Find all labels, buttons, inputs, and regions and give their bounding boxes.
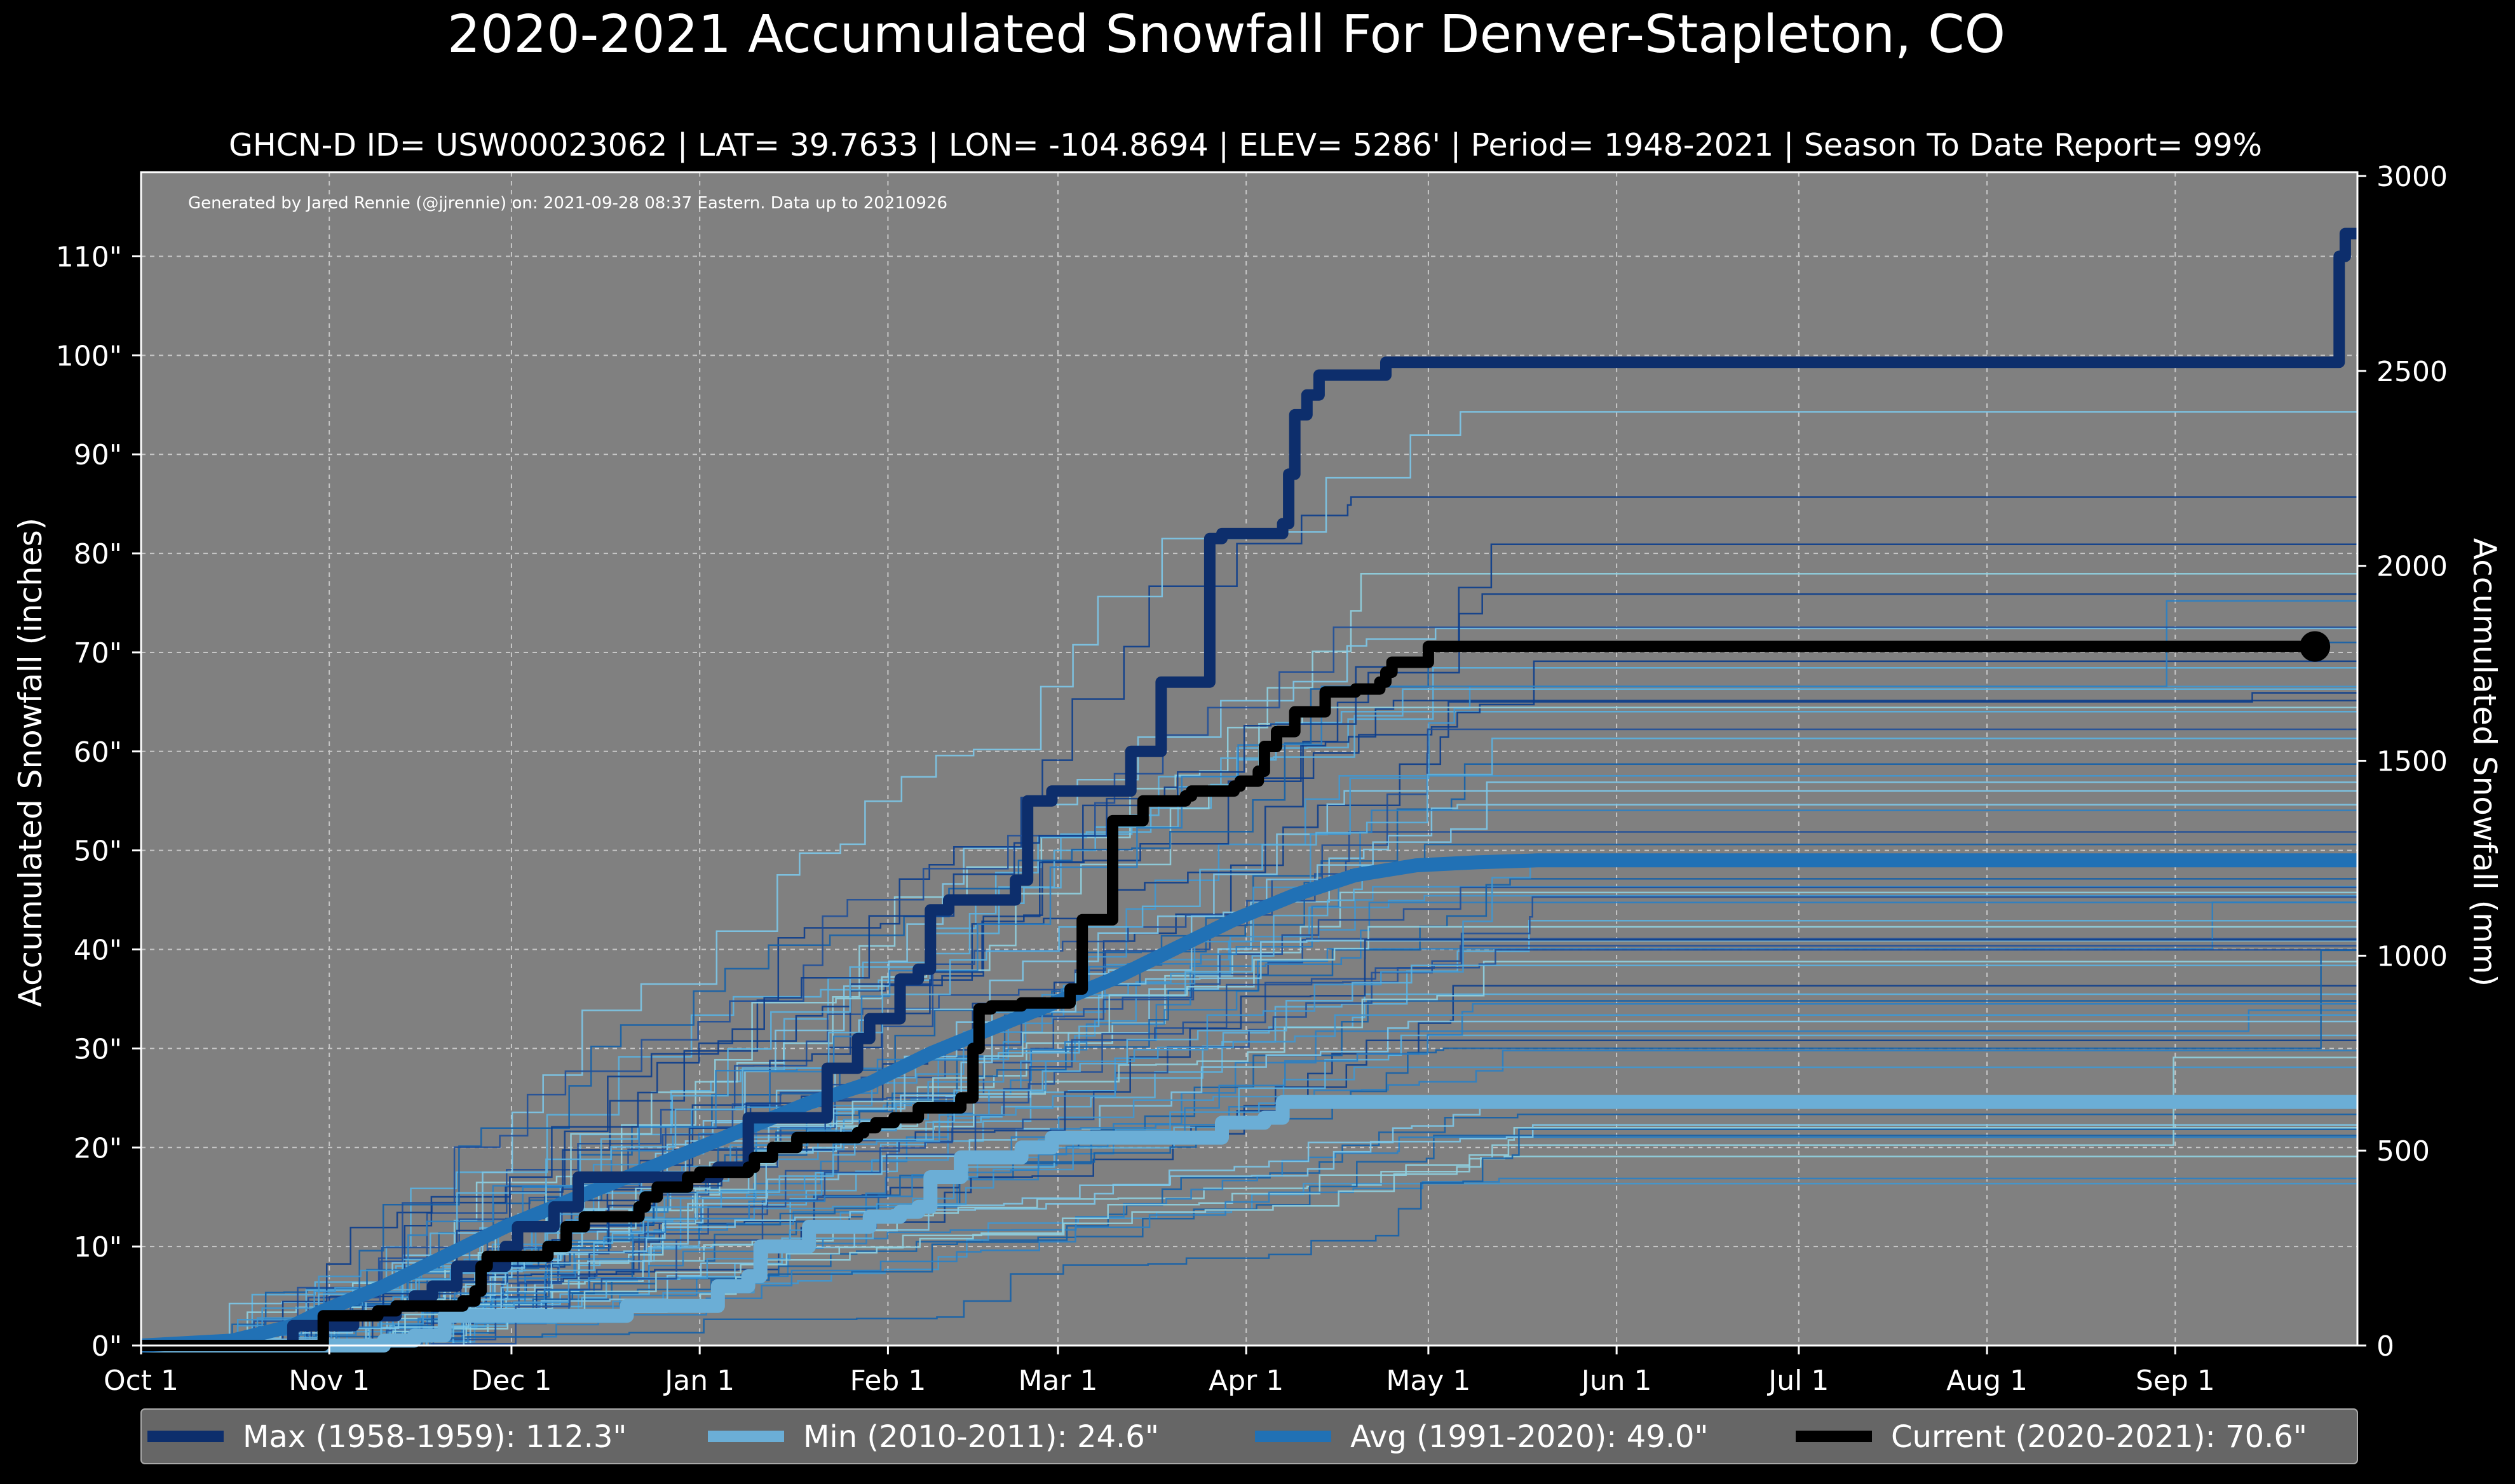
y-tick-label-right: 2000 [2376,551,2448,583]
y-tick-label-right: 1000 [2376,940,2448,973]
right-axis-label: Accumulated Snowfall (mm) [2466,538,2503,987]
y-tick-label-left: 40" [74,934,122,967]
historical-season-line [141,896,2357,1347]
historical-season-line [141,964,2357,1347]
x-tick-label: Jun 1 [1580,1365,1652,1397]
historical-season-line [141,642,2357,1347]
historical-season-line [141,496,2357,1347]
historical-season-line [141,1177,2357,1347]
y-tick-label-left: 110" [56,241,122,273]
y-tick-label-right: 0 [2376,1330,2394,1363]
historical-season-line [141,1128,2357,1347]
historical-season-line [141,699,2357,1347]
legend-label-avg: Avg (1991-2020): 49.0" [1350,1419,1709,1455]
x-tick-label: Oct 1 [104,1365,179,1397]
x-tick-label: Nov 1 [288,1365,370,1397]
y-tick-label-left: 100" [56,340,122,372]
historical-season-line [141,886,2357,1347]
y-tick-label-left: 10" [74,1231,122,1264]
chart-subtitle: GHCN-D ID= USW00023062 | LAT= 39.7633 | … [229,127,2262,163]
x-tick-label: Jul 1 [1766,1365,1829,1397]
legend-label-min: Min (2010-2011): 24.6" [803,1419,1159,1455]
legend-box [140,1408,2358,1464]
y-tick-label-right: 2500 [2376,356,2448,388]
historical-season-line [141,710,2357,1347]
x-tick-label: May 1 [1386,1365,1470,1397]
axes: Oct 1 Nov 1 Dec 1 Jan 1 Feb 1 Mar 1 Apr 1 May 1… [56,161,2448,1397]
legend: Max (1958-1959): 112.3" Min (2010-2011):… [140,1408,2358,1464]
legend-label-max: Max (1958-1959): 112.3" [243,1419,627,1455]
series-line-max [141,227,2357,1351]
historical-season-line [141,1124,2357,1347]
historical-season-line [141,940,2357,1347]
x-tick-label: Feb 1 [850,1365,926,1397]
series-line-min [141,1095,2357,1352]
credit-text: Generated by Jared Rennie (@jjrennie) on… [188,194,947,213]
plot-frame [140,171,2359,1347]
historical-season-line [141,738,2357,1347]
x-tick-label: Sep 1 [2136,1365,2215,1397]
historical-season-line [141,1102,2357,1347]
current-end-marker [2300,631,2331,662]
highlighted-series [140,227,2357,1352]
x-tick-label: Dec 1 [471,1365,552,1397]
y-tick-label-left: 70" [74,637,122,670]
historical-season-line [141,728,2357,1347]
y-tick-label-left: 20" [74,1132,122,1164]
y-tick-label-left: 90" [74,439,122,471]
x-tick-label: Aug 1 [1946,1365,2028,1397]
left-axis-label: Accumulated Snowfall (inches) [12,518,49,1007]
y-tick-label-right: 1500 [2376,746,2448,778]
y-tick-label-left: 50" [74,835,122,868]
historical-season-line [141,626,2357,1347]
legend-label-current: Current (2020-2021): 70.6" [1891,1419,2307,1455]
x-tick-label: Mar 1 [1018,1365,1097,1397]
y-tick-label-left: 30" [74,1033,122,1065]
y-tick-label-left: 60" [74,736,122,769]
y-tick-label-left: 0" [92,1330,122,1363]
x-tick-label: Jan 1 [663,1365,735,1397]
y-tick-label-left: 80" [74,538,122,570]
y-tick-label-right: 3000 [2376,161,2448,193]
x-tick-label: Apr 1 [1209,1365,1284,1397]
y-tick-label-right: 500 [2376,1135,2430,1168]
series-line-avg [140,853,2357,1352]
series-line-current [141,640,2315,1351]
chart-title: 2020-2021 Accumulated Snowfall For Denve… [447,4,2005,65]
historical-season-line [141,1066,2357,1347]
